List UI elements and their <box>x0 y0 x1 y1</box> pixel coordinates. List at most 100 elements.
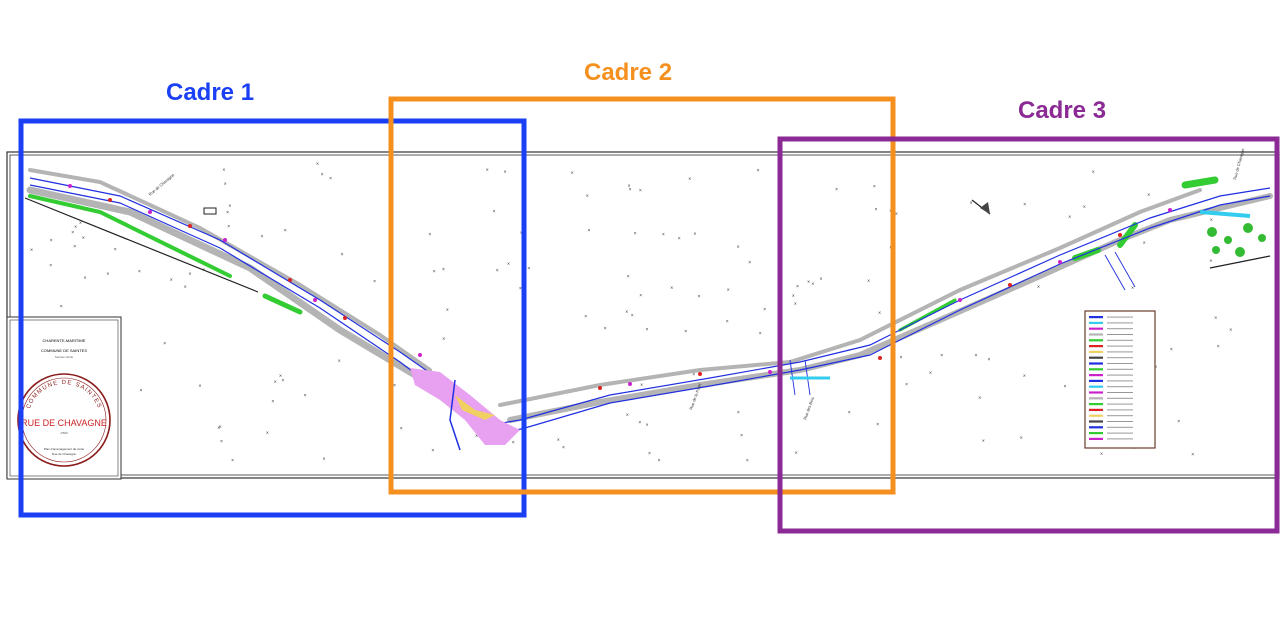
legend-text-line <box>1107 426 1133 428</box>
road-mark <box>313 298 317 302</box>
stamp-street-name: RUE DE CHAVAGNE <box>21 418 107 428</box>
carriageway-lines <box>29 177 1271 436</box>
title-block: CHARENTE-MARITIME COMMUNE DE SAINTES Ser… <box>6 316 122 480</box>
legend-text-line <box>1107 386 1133 388</box>
survey-cross: × <box>341 252 344 258</box>
survey-cross: × <box>586 194 589 200</box>
road-mark <box>1168 208 1172 212</box>
survey-cross: × <box>629 187 632 193</box>
survey-cross: × <box>1177 419 1180 425</box>
survey-cross: × <box>678 236 681 242</box>
road-mark <box>223 238 227 242</box>
street-label-3: Rue des Bois <box>802 396 815 420</box>
frame-cadre-1 <box>18 118 527 518</box>
survey-cross: × <box>557 438 560 444</box>
survey-cross: × <box>373 279 376 285</box>
survey-cross: × <box>638 420 641 426</box>
green-spaces <box>28 176 1219 332</box>
survey-cross: × <box>1037 285 1040 291</box>
survey-cross: × <box>639 293 642 299</box>
survey-cross: × <box>807 280 810 286</box>
legend-swatch <box>1089 356 1103 359</box>
legend-text-line <box>1107 339 1133 341</box>
road-markings <box>68 184 1172 390</box>
survey-cross: × <box>895 212 898 218</box>
trees <box>1207 223 1266 257</box>
survey-cross: × <box>835 187 838 193</box>
frame-label-cadre-3: Cadre 3 <box>1018 97 1107 124</box>
survey-cross: × <box>184 285 187 291</box>
survey-cross: × <box>189 272 192 278</box>
title-line2: COMMUNE DE SAINTES <box>41 348 87 353</box>
legend-text-line <box>1107 415 1133 417</box>
legend-text-line <box>1107 403 1133 405</box>
survey-cross: × <box>1170 347 1173 353</box>
survey-cross: × <box>763 307 766 313</box>
title-line3: Service Voirie <box>55 355 74 359</box>
legend-text-line <box>1107 322 1133 324</box>
survey-cross: × <box>106 271 109 277</box>
survey-cross: × <box>316 161 319 167</box>
survey-cross: × <box>220 439 223 445</box>
frame-label-cadre-1: Cadre 1 <box>166 79 255 106</box>
legend-text-line <box>1107 328 1133 330</box>
survey-cross: × <box>1023 202 1026 208</box>
road-mark <box>878 356 882 360</box>
survey-cross: × <box>520 231 523 237</box>
road-mark <box>1118 233 1122 237</box>
survey-cross: × <box>584 314 587 320</box>
survey-cross: × <box>900 355 903 361</box>
intersection-yellow-zone <box>455 395 495 420</box>
survey-cross: × <box>626 413 629 419</box>
property-line <box>24 197 259 293</box>
survey-cross: × <box>507 262 510 268</box>
survey-cross: × <box>393 383 396 389</box>
survey-cross: × <box>978 396 981 402</box>
road-mark <box>598 386 602 390</box>
frame-label-cadre-2: Cadre 2 <box>584 59 673 86</box>
legend-swatch <box>1089 432 1103 435</box>
survey-cross: × <box>224 182 227 188</box>
north-arrow-icon <box>971 199 991 215</box>
stamp-outer-ring <box>17 373 111 467</box>
survey-cross: × <box>726 319 729 325</box>
survey-cross: × <box>442 267 445 273</box>
survey-cross: × <box>512 440 515 446</box>
survey-cross: × <box>323 457 326 463</box>
road-mark <box>768 370 772 374</box>
street-label-1: Rue de Chavagne <box>147 172 176 197</box>
legend-text-line <box>1107 380 1133 382</box>
survey-cross: × <box>30 248 33 254</box>
legend-swatch <box>1089 339 1103 342</box>
legend-text-line <box>1107 392 1133 393</box>
survey-cross: × <box>1147 193 1150 199</box>
survey-cross: × <box>281 378 284 384</box>
legend-swatch <box>1089 385 1103 388</box>
legend-swatch <box>1089 316 1103 319</box>
survey-cross: × <box>527 266 530 272</box>
survey-cross: × <box>875 207 878 213</box>
survey-cross: × <box>496 268 499 274</box>
survey-cross: × <box>266 431 269 437</box>
survey-cross: × <box>588 228 591 234</box>
survey-cross: × <box>1217 344 1220 350</box>
survey-cross: × <box>988 357 991 363</box>
legend-text-line <box>1107 374 1133 376</box>
survey-cross: × <box>737 245 740 251</box>
legend-swatch <box>1089 408 1103 411</box>
survey-cross: × <box>604 326 607 332</box>
road-mark <box>628 382 632 386</box>
survey-cross: × <box>759 331 762 337</box>
legend-swatch <box>1089 368 1103 371</box>
survey-cross: × <box>261 234 264 240</box>
survey-cross: × <box>571 171 574 177</box>
survey-cross: × <box>795 450 798 456</box>
survey-cross: × <box>820 276 823 282</box>
survey-cross: × <box>792 293 795 299</box>
road-mark <box>188 224 192 228</box>
legend-text-line <box>1107 421 1133 422</box>
legend-swatch <box>1089 362 1103 365</box>
frame-cadre-3 <box>777 136 1280 534</box>
survey-cross: × <box>431 448 434 454</box>
survey-cross: × <box>71 230 74 236</box>
